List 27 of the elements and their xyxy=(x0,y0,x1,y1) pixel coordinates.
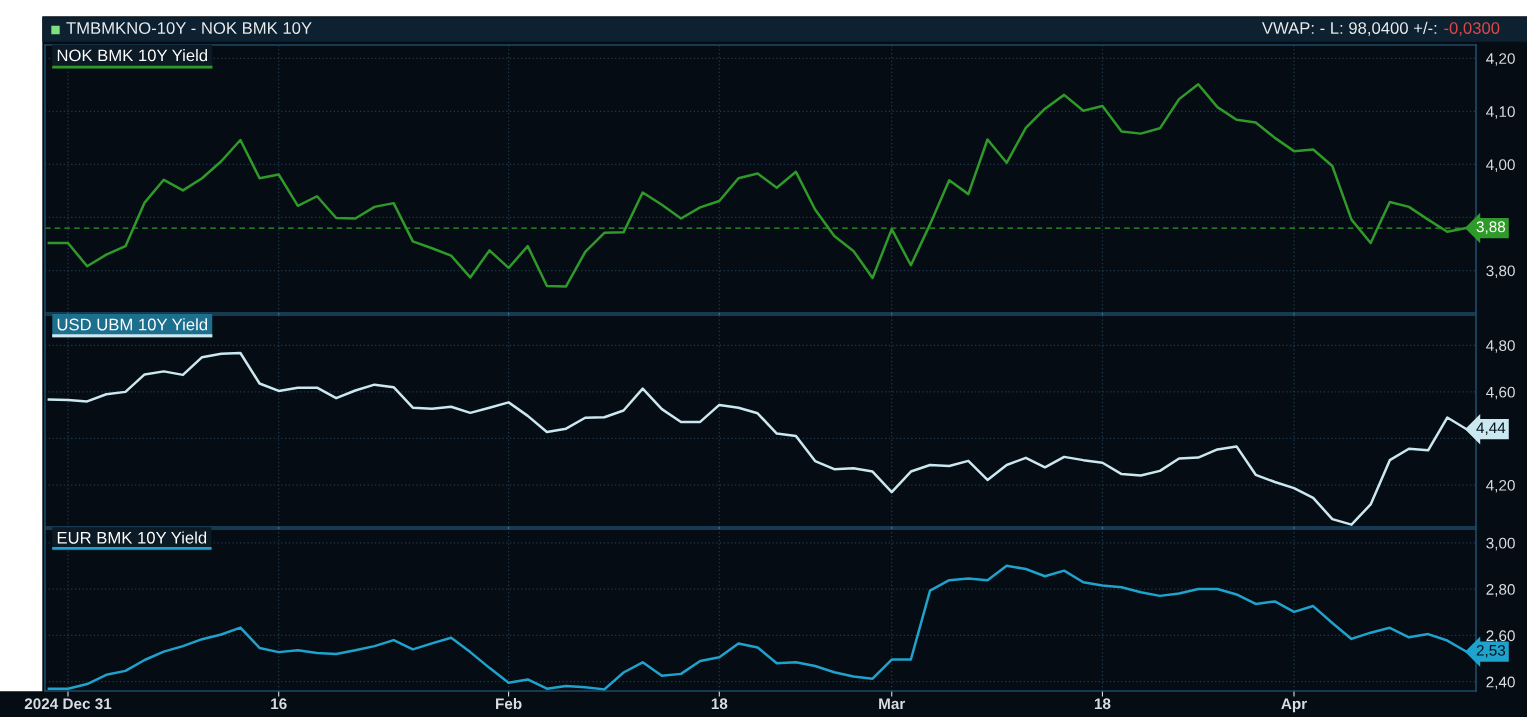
x-tick-label: 18 xyxy=(1094,698,1111,710)
x-tick-label: 16 xyxy=(271,698,287,710)
x-tick-label: 18 xyxy=(711,698,728,710)
x-tick-label: Feb xyxy=(496,697,522,710)
x-tick-label: 2024 Dec 31 xyxy=(24,698,112,710)
y-tick-label: 2,60 xyxy=(1486,630,1515,643)
y-tick-label: 4,10 xyxy=(1486,106,1515,119)
y-tick-label: 4,80 xyxy=(1486,340,1515,353)
data-label: 4,44 xyxy=(1476,422,1506,436)
chart-title: TMBMKNO-10Y - NOK BMK 10Y xyxy=(66,22,312,34)
y-tick-label: 3,80 xyxy=(1486,265,1515,279)
y-tick-label: 4,20 xyxy=(1486,53,1515,66)
y-tick-label: 4,20 xyxy=(1486,479,1515,493)
y-tick-label: 2,80 xyxy=(1486,584,1515,597)
text: EUR BMK 10Y Yield xyxy=(57,531,207,544)
y-tick-label: 3,00 xyxy=(1486,537,1515,551)
y-tick-label: 4,00 xyxy=(1486,159,1515,172)
legend-label: USD UBM 10Y Yield xyxy=(57,318,207,331)
data-label: 3,88 xyxy=(1476,221,1506,234)
text: NOK BMK 10Y Yield xyxy=(57,49,208,62)
text: VWAP: - L: 98,0400 +/-: xyxy=(1261,21,1437,36)
y-tick-label: 4,60 xyxy=(1486,386,1515,400)
y-tick-label: 2,40 xyxy=(1486,676,1515,690)
x-tick-label: Apr xyxy=(1281,698,1307,713)
data-label: 2,53 xyxy=(1476,644,1506,658)
text: -0,0300 xyxy=(1444,22,1500,36)
x-tick-label: Mar xyxy=(879,698,906,710)
